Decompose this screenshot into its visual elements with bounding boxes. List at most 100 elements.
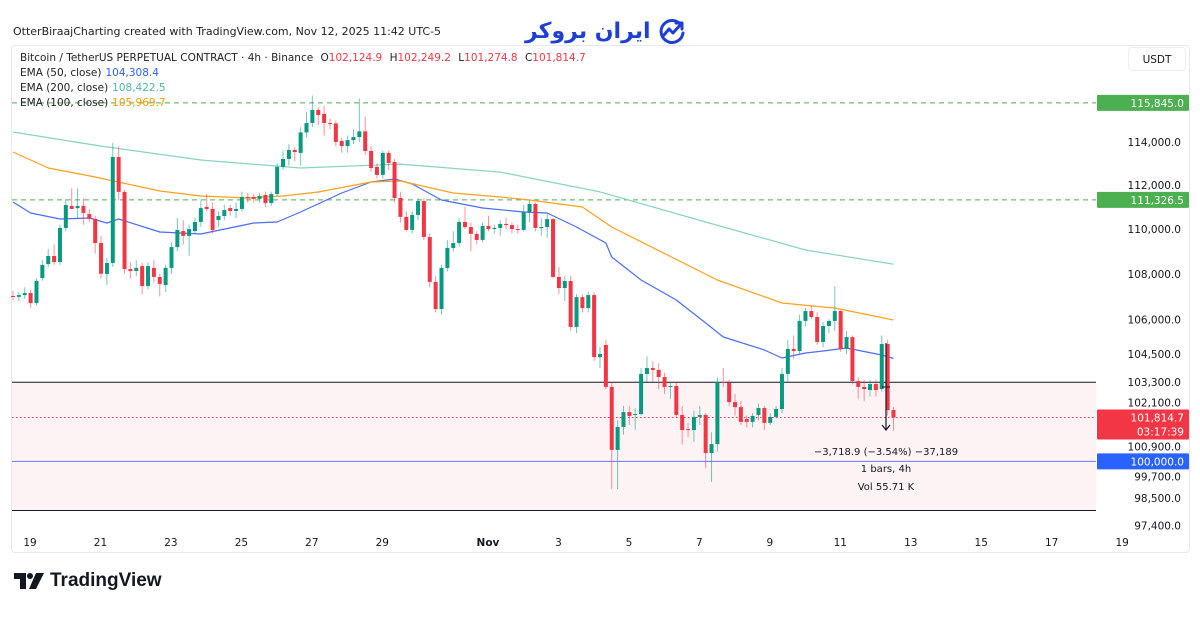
candle-bearish — [509, 222, 514, 234]
candle-body — [34, 280, 39, 304]
candle-body — [709, 444, 714, 454]
ema200-value: 108,422.5 — [112, 82, 166, 94]
candle-bearish — [662, 372, 667, 395]
candle-bearish — [93, 215, 98, 254]
candle-bullish — [779, 368, 784, 414]
arrow-down-icon — [881, 424, 891, 431]
candle-bearish — [533, 202, 538, 232]
currency-selector[interactable]: USDT — [1128, 47, 1186, 71]
candle-body — [286, 149, 291, 159]
candle-bullish — [621, 405, 626, 435]
candle-body — [797, 320, 802, 352]
candle-bearish — [374, 163, 379, 179]
price-tick-label: 104,500.0 — [1128, 349, 1181, 361]
candle-body — [257, 196, 262, 199]
candle-bullish — [286, 144, 291, 166]
ema50-legend[interactable]: EMA (50, close) 104,308.4 — [20, 66, 159, 80]
candle-bullish — [104, 258, 109, 286]
candle-body — [568, 280, 573, 327]
candle-bearish — [650, 361, 655, 383]
candle-bullish — [668, 382, 673, 399]
candle-body — [322, 113, 327, 124]
tradingview-footer-logo[interactable]: TradingView — [14, 570, 162, 592]
candle-bearish — [52, 244, 57, 265]
candle-body — [11, 295, 15, 297]
candle-bearish — [339, 137, 344, 153]
chart-pane[interactable] — [11, 45, 1190, 553]
measure-change: −3,718.9 (−3.54%) −37,189 — [814, 447, 958, 458]
candle-bullish — [357, 98, 362, 142]
candle-body — [93, 218, 98, 244]
candle-bullish — [175, 217, 180, 252]
time-tick-label: 29 — [376, 537, 389, 549]
candle-body — [222, 210, 227, 217]
candle-body — [239, 196, 244, 209]
candle-bullish — [281, 150, 286, 170]
candle-bullish — [545, 213, 550, 238]
candle-bullish — [445, 240, 450, 272]
candle-bullish — [310, 95, 315, 128]
candle-bearish — [28, 289, 33, 308]
candle-bearish — [474, 231, 479, 245]
candle-bullish — [768, 413, 773, 426]
symbol-legend[interactable]: Bitcoin / TetherUS PERPETUAL CONTRACT · … — [20, 51, 586, 65]
time-axis: 19 21 23 25 27 29 Nov 3 5 7 9 11 13 15 17 19 — [23, 537, 1129, 549]
ema100-label: EMA (100, close) — [20, 97, 109, 109]
candle-bullish — [457, 217, 462, 247]
candle-bullish — [539, 217, 544, 236]
candle-body — [873, 384, 878, 390]
candle-body — [157, 276, 162, 284]
tradingview-brand: TradingView — [50, 570, 162, 591]
candle-bearish — [762, 405, 767, 430]
candle-bearish — [727, 379, 732, 406]
time-tick-label: 11 — [834, 537, 847, 549]
candle-body — [721, 381, 726, 383]
ema200-legend[interactable]: EMA (200, close) 108,422.5 — [20, 81, 166, 95]
candle-body — [551, 219, 556, 277]
candle-bearish — [815, 312, 820, 345]
candle-body — [40, 264, 45, 279]
candle-body — [151, 267, 156, 277]
candle-body — [826, 320, 831, 326]
price-label-background — [1097, 94, 1189, 111]
time-tick-label: 5 — [626, 537, 633, 549]
candle-bearish — [515, 224, 520, 234]
candle-bearish — [322, 105, 327, 136]
time-tick-label: 9 — [766, 537, 773, 549]
candle-body — [885, 344, 890, 411]
candle-bullish — [269, 191, 274, 206]
candle-body — [580, 297, 585, 309]
candle-bullish — [639, 368, 644, 416]
measure-volume: Vol 55.71 K — [858, 482, 915, 493]
candle-bearish — [850, 335, 855, 385]
candle-body — [16, 295, 21, 297]
price-tick-label: 98,500.0 — [1134, 493, 1181, 505]
candle-body — [615, 426, 620, 450]
candle-bullish — [586, 291, 591, 313]
candle-body — [498, 223, 503, 228]
candle-body — [99, 243, 104, 274]
candle-body — [210, 208, 215, 230]
candle-bearish — [733, 394, 738, 416]
candle-body — [474, 233, 479, 240]
candle-body — [562, 280, 567, 289]
candle-bullish — [697, 405, 702, 426]
candle-bearish — [856, 377, 861, 399]
candle-bullish — [345, 135, 350, 153]
ema100-legend[interactable]: EMA (100, close) 105,969.7 — [20, 96, 166, 110]
candle-body — [733, 402, 738, 408]
candle-bullish — [163, 264, 168, 292]
candle-body — [392, 161, 397, 199]
candle-body — [803, 311, 808, 321]
candle-bearish — [122, 189, 127, 274]
candle-bearish — [87, 209, 92, 223]
price-range-zone — [12, 382, 1096, 511]
measure-bars: 1 bars, 4h — [861, 464, 911, 475]
close-label: C — [524, 52, 533, 64]
candle-bullish — [16, 291, 21, 301]
candle-body — [791, 348, 796, 352]
candle-body — [22, 293, 27, 296]
candle-body — [52, 256, 57, 263]
candle-body — [504, 223, 509, 226]
